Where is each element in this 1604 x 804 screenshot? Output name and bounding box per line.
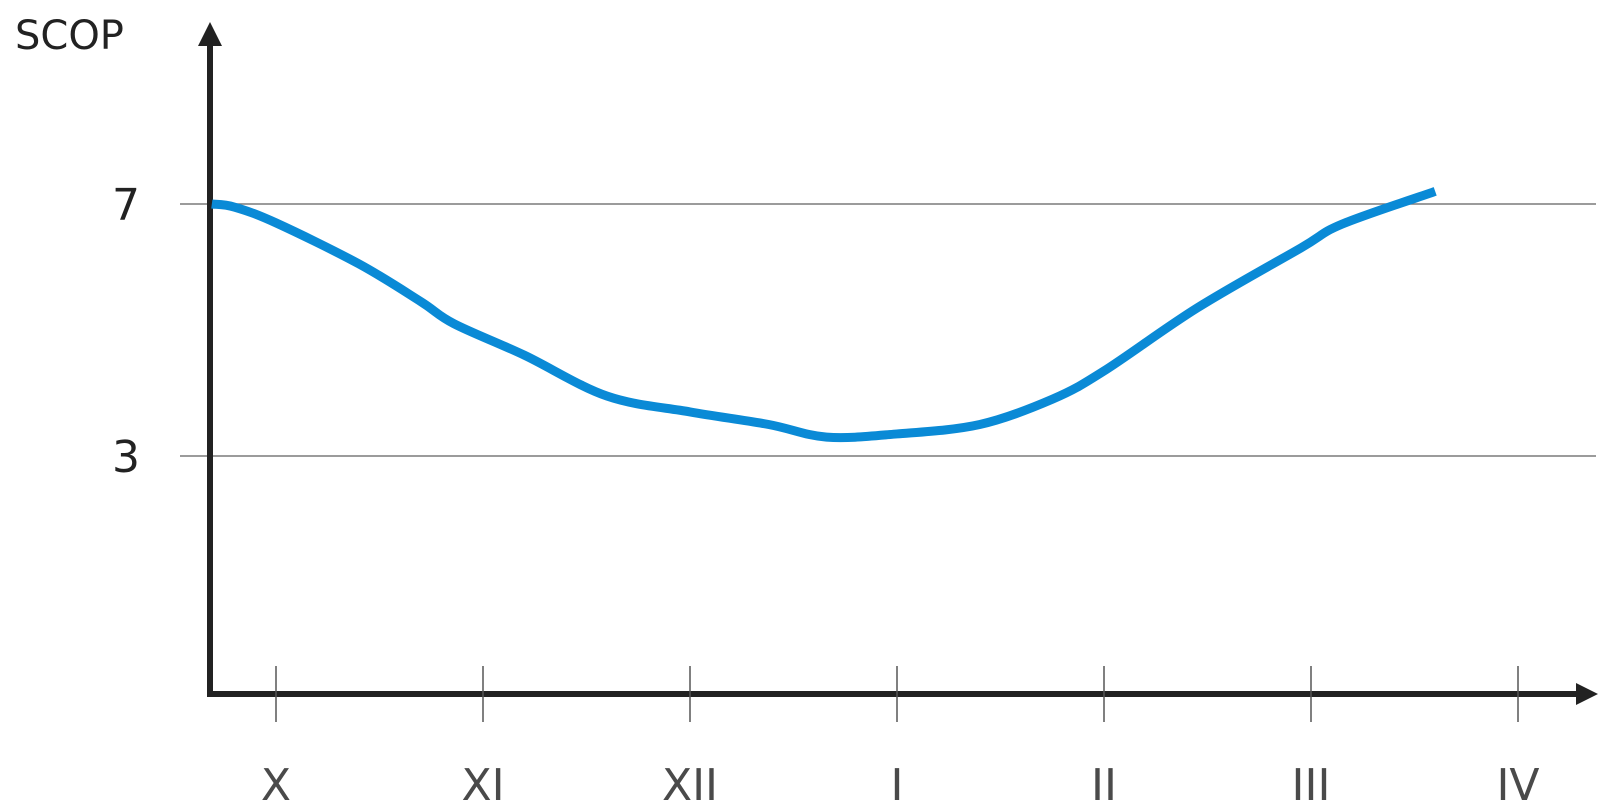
x-tick-label-II: II	[1091, 760, 1117, 804]
grid-layer	[180, 203, 1596, 457]
y-axis-title: SCOP	[15, 13, 124, 59]
x-tick-label-III: III	[1292, 760, 1331, 804]
x-tick-label-X: X	[261, 760, 291, 804]
x-axis-arrow	[1576, 683, 1598, 705]
y-tick-label-3: 3	[112, 432, 140, 483]
x-tick-label-XI: XI	[461, 760, 504, 804]
x-tick-label-IV: IV	[1496, 760, 1539, 804]
label-layer: SCOP 37X XI XII I II III IV	[15, 13, 1540, 804]
x-tick-label-XII: XII	[662, 760, 718, 804]
y-axis-arrow	[198, 22, 222, 46]
axis-layer	[198, 22, 1598, 722]
series-line-0	[211, 187, 1437, 443]
series-layer	[211, 187, 1437, 443]
x-tick-label-I: I	[891, 760, 904, 804]
y-tick-label-7: 7	[112, 180, 140, 231]
